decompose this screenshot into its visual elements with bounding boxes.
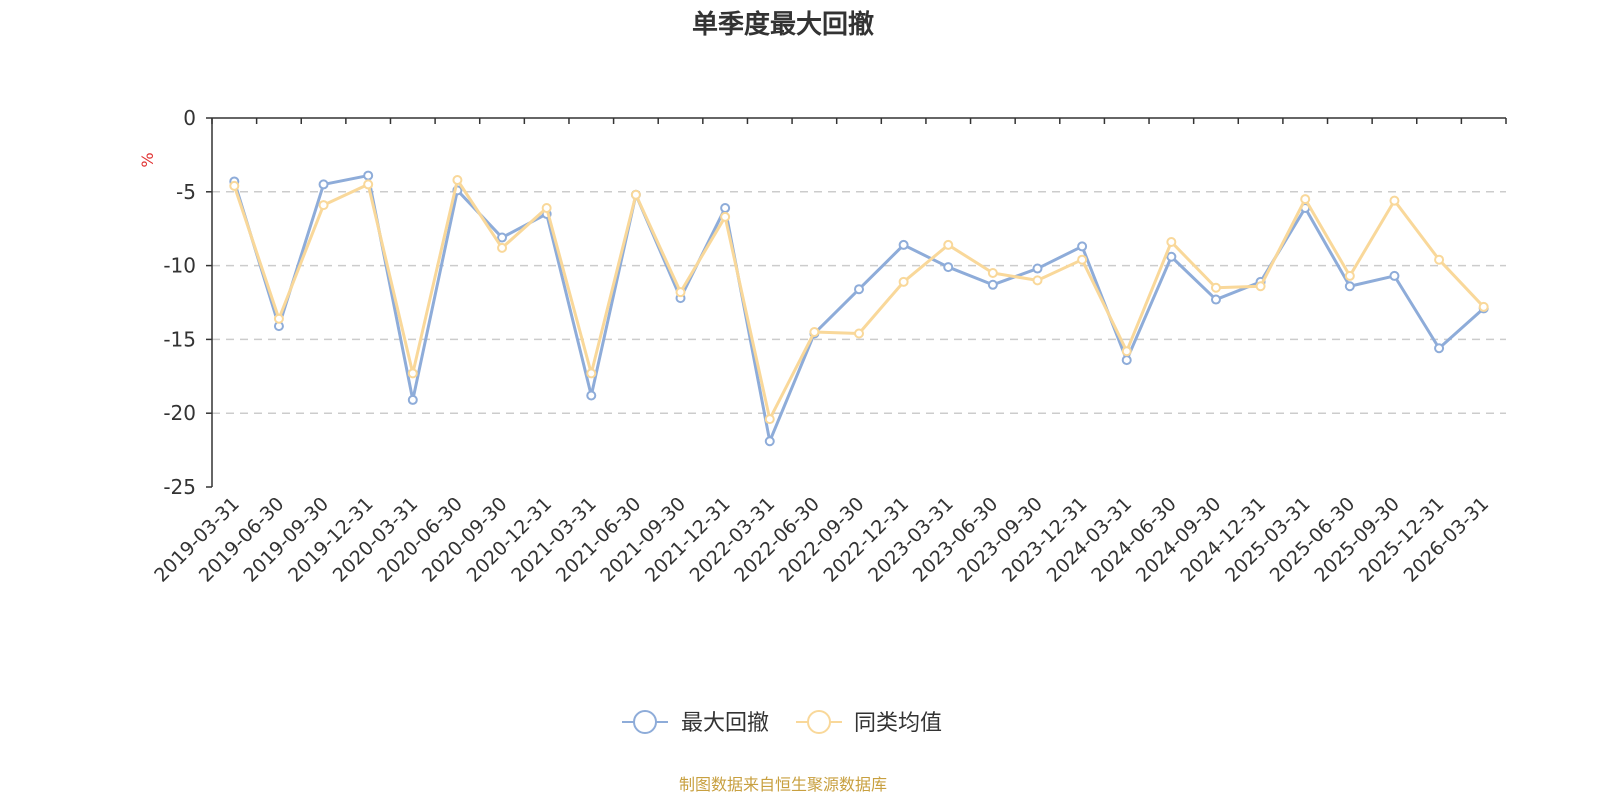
data-point[interactable] — [720, 203, 731, 214]
data-point[interactable] — [318, 200, 329, 211]
data-point[interactable] — [898, 239, 909, 250]
data-point[interactable] — [987, 267, 998, 278]
legend-label: 同类均值 — [854, 711, 942, 736]
data-point[interactable] — [1077, 254, 1088, 265]
legend-item[interactable]: 同类均值 — [796, 710, 942, 736]
y-tick-label: -5 — [176, 180, 196, 204]
data-point[interactable] — [764, 436, 775, 447]
data-point[interactable] — [363, 170, 374, 181]
data-point[interactable] — [943, 239, 954, 250]
series-2 — [229, 174, 1489, 425]
data-point[interactable] — [1166, 251, 1177, 262]
data-point[interactable] — [1032, 263, 1043, 274]
data-point[interactable] — [407, 368, 418, 379]
data-point[interactable] — [1344, 270, 1355, 281]
data-point[interactable] — [586, 368, 597, 379]
data-point[interactable] — [1077, 241, 1088, 252]
y-tick-label: 0 — [183, 106, 196, 130]
data-point[interactable] — [1389, 270, 1400, 281]
data-point[interactable] — [541, 203, 552, 214]
data-source-note: 制图数据来自恒生聚源数据库 — [679, 775, 887, 794]
data-point[interactable] — [229, 180, 240, 191]
legend-item[interactable]: 最大回撤 — [622, 710, 769, 736]
data-point[interactable] — [363, 179, 374, 190]
legend-marker-icon — [633, 710, 657, 734]
legend-marker-icon — [807, 710, 831, 734]
data-point[interactable] — [586, 390, 597, 401]
data-point[interactable] — [1210, 282, 1221, 293]
data-point[interactable] — [720, 211, 731, 222]
y-tick-label: -10 — [163, 254, 196, 278]
data-point[interactable] — [1121, 355, 1132, 366]
data-point[interactable] — [630, 189, 641, 200]
data-point[interactable] — [1166, 236, 1177, 247]
legend-label: 最大回撤 — [681, 711, 769, 736]
data-point[interactable] — [497, 232, 508, 243]
data-point[interactable] — [1344, 281, 1355, 292]
data-point[interactable] — [1255, 281, 1266, 292]
data-point[interactable] — [675, 287, 686, 298]
data-point[interactable] — [1121, 346, 1132, 357]
grid-lines — [212, 191, 1506, 414]
data-point[interactable] — [1210, 294, 1221, 305]
chart-title: 单季度最大回撤 — [692, 9, 874, 40]
data-point[interactable] — [854, 328, 864, 339]
data-point[interactable] — [1389, 195, 1400, 206]
y-tick-label: -20 — [163, 401, 196, 425]
series-lines — [229, 170, 1489, 447]
y-tick-label: -25 — [163, 475, 196, 499]
data-point[interactable] — [1434, 343, 1445, 354]
data-point[interactable] — [407, 394, 418, 405]
data-point[interactable] — [1300, 194, 1311, 205]
data-point[interactable] — [1478, 301, 1489, 312]
data-point[interactable] — [764, 414, 775, 425]
series-line — [232, 178, 1485, 421]
y-axis-unit-label: % — [138, 152, 157, 167]
y-tick-label: -15 — [163, 327, 196, 351]
data-point[interactable] — [497, 242, 508, 253]
data-point[interactable] — [943, 262, 954, 273]
data-point[interactable] — [1032, 275, 1043, 286]
data-point[interactable] — [987, 279, 998, 290]
data-point[interactable] — [898, 276, 909, 287]
data-point[interactable] — [854, 284, 864, 295]
data-point[interactable] — [809, 327, 820, 338]
data-point[interactable] — [1434, 254, 1445, 265]
data-point[interactable] — [452, 174, 463, 185]
legend[interactable]: 最大回撤 同类均值 — [622, 710, 942, 736]
data-point[interactable] — [318, 179, 329, 190]
data-point[interactable] — [273, 313, 284, 324]
